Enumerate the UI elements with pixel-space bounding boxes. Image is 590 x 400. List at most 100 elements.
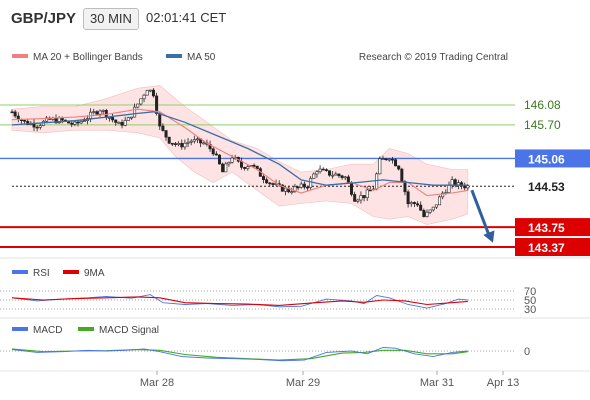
candle-body [107, 117, 111, 119]
candle-body [296, 186, 300, 189]
candle-body [211, 148, 215, 155]
ma20-legend-swatch [12, 54, 28, 58]
candle-body [164, 130, 168, 138]
forecast-arrow-head [483, 230, 495, 243]
candle-body [35, 126, 39, 129]
candle-body [155, 95, 159, 114]
candle-body [82, 120, 86, 122]
candle-body [195, 138, 199, 141]
rsi-tick-label: 70 [524, 286, 536, 298]
candle-body [148, 89, 152, 92]
candle-body [312, 173, 316, 179]
candle-body [252, 164, 256, 167]
candle-body [293, 186, 297, 192]
candle-body [60, 117, 64, 121]
candle-body [255, 165, 259, 169]
candle-body [416, 203, 420, 206]
candle-body [202, 142, 206, 145]
candle-body [136, 103, 140, 108]
candle-body [337, 173, 341, 177]
candle-body [321, 168, 325, 171]
timeframe-button[interactable]: 30 MIN [83, 8, 139, 30]
rsi-grid [0, 290, 515, 310]
candle-body [95, 111, 99, 115]
macd-legend-label: MACD [33, 325, 62, 336]
candle-body [387, 158, 391, 161]
level-label-box [515, 149, 590, 168]
candle-body [340, 175, 344, 178]
current-price-label-box [515, 177, 590, 196]
rsi-line [11, 294, 468, 309]
candle-body [447, 184, 451, 193]
price-panel: 146.08 145.70 145.06 144.53 143.75 143.37 MA … [0, 52, 590, 256]
bollinger-band [11, 85, 469, 225]
rsi-legend-swatch [12, 270, 28, 274]
level-label-box [515, 238, 590, 256]
level-label: 143.37 [528, 241, 565, 255]
candle-body [177, 143, 181, 145]
candle-body [343, 176, 347, 179]
rsi-legend-label: RSI [33, 268, 50, 279]
candle-body [114, 119, 118, 123]
candle-body [167, 136, 171, 144]
candle-body [214, 153, 218, 156]
candle-body [123, 120, 127, 126]
candle-body [217, 154, 221, 165]
candle-body [306, 186, 310, 189]
candle-body [431, 206, 435, 211]
macd-signal-legend-swatch [78, 327, 94, 331]
candle-body [422, 210, 426, 217]
macd-panel: MACD MACD Signal 0 [0, 317, 590, 362]
candle-body [98, 110, 102, 115]
x-axis: Mar 28 Mar 29 Mar 31 Apr 13 [0, 370, 590, 389]
candle-body [350, 182, 354, 195]
ma50-line [11, 111, 468, 186]
candle-body [324, 169, 328, 171]
candle-body [438, 196, 442, 206]
x-tick-label: Mar 28 [140, 377, 174, 389]
candle-body [227, 161, 231, 165]
candle-body [26, 121, 30, 125]
candle-body [268, 182, 272, 185]
level-labels: 146.08 145.70 145.06 144.53 143.75 143.37 [515, 98, 590, 256]
candle-body [161, 125, 165, 131]
candle-body [208, 143, 212, 150]
candle-body [434, 204, 438, 208]
candle-body [271, 183, 275, 185]
macd-signal-legend-label: MACD Signal [99, 325, 159, 336]
candle-body [192, 139, 196, 142]
candle-body [428, 209, 432, 213]
candle-body [441, 192, 445, 198]
candle-body [331, 174, 335, 177]
candle-body [466, 185, 470, 189]
candle-body [173, 143, 177, 145]
candle-body [101, 110, 105, 112]
candle-body [412, 202, 416, 205]
candle-body [403, 181, 407, 193]
ma20-legend-label: MA 20 + Bollinger Bands [33, 52, 143, 63]
x-tick-label: Mar 31 [420, 377, 454, 389]
candle-body [70, 122, 74, 125]
candle-body [145, 90, 149, 96]
candle-body [183, 142, 187, 148]
time-label: 02:01:41 CET [146, 10, 227, 25]
candle-body [10, 111, 14, 114]
candle-body [302, 183, 306, 188]
candle-body [309, 178, 313, 188]
candle-body [359, 195, 363, 201]
candle-body [243, 167, 247, 169]
candle-body [224, 163, 228, 173]
candle-body [151, 89, 155, 97]
rsi-ma-legend-label: 9MA [84, 268, 105, 279]
level-label-box [515, 218, 590, 237]
candle-body [318, 168, 322, 173]
candle-body [170, 142, 174, 145]
x-tick-label: Apr 13 [487, 377, 519, 389]
candle-body [261, 176, 265, 180]
candle-body [142, 94, 146, 100]
candle-body [158, 113, 162, 127]
candle-body [23, 119, 27, 122]
x-tick-label: Mar 29 [286, 377, 320, 389]
